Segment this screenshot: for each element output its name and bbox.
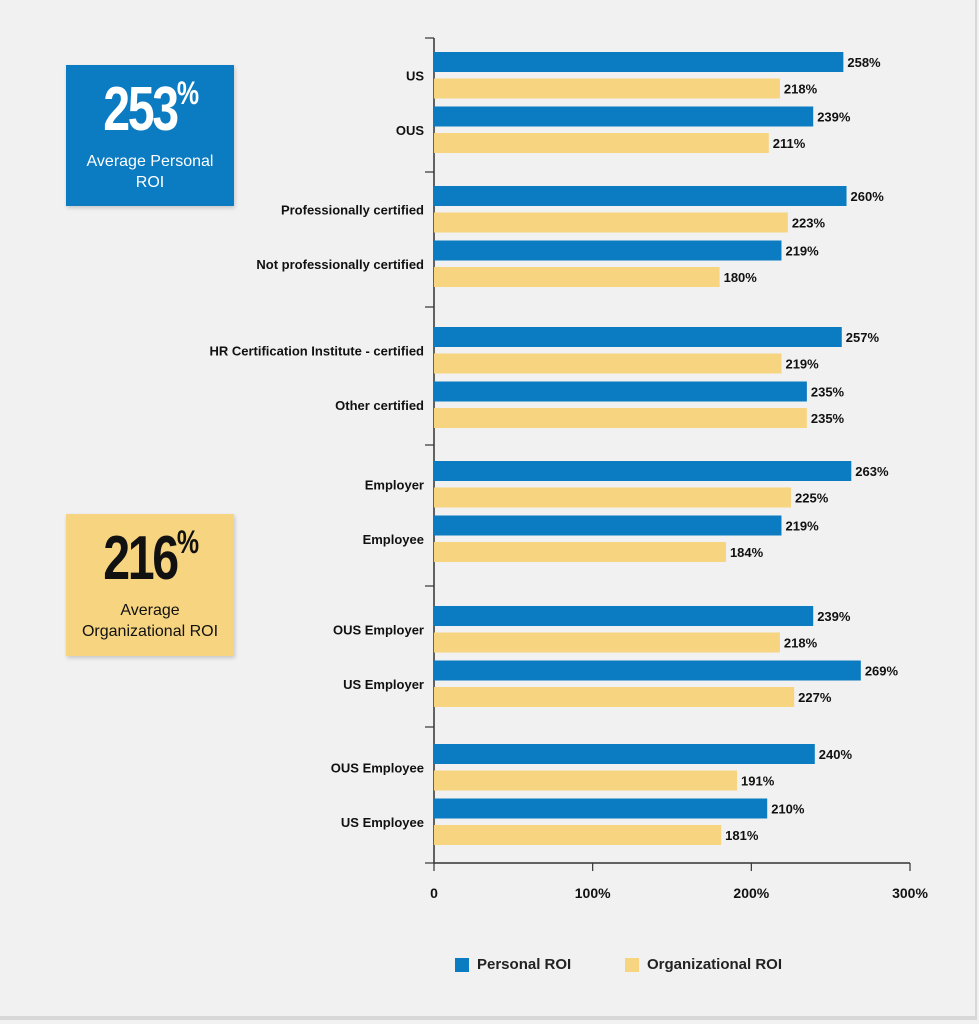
bar-personal-other-certified [434, 381, 807, 402]
data-label-organizational-employee: 184% [730, 545, 764, 560]
bar-personal-ous-employee [434, 744, 815, 764]
x-tick-label-1: 100% [575, 885, 611, 901]
average-personal-roi-caption: Average Personal ROI [86, 153, 214, 191]
bar-personal-ous-employer [434, 606, 814, 626]
data-label-organizational-us: 218% [784, 82, 818, 97]
bar-organizational-employee [434, 542, 726, 562]
bar-personal-professionally-certified [434, 186, 847, 206]
bar-organizational-professionally-certified [434, 212, 788, 233]
legend-label-organizational: Organizational ROI [647, 956, 783, 973]
data-label-organizational-us-employer: 227% [798, 690, 832, 705]
bar-organizational-us-employee [434, 825, 722, 845]
category-label-us-employer: US Employer [343, 677, 424, 692]
data-label-organizational-employer: 225% [795, 491, 829, 506]
data-label-personal-other-certified: 235% [811, 385, 845, 400]
x-tick-label-0: 0 [430, 885, 438, 901]
data-label-personal-employer: 263% [855, 464, 889, 479]
bar-organizational-hr-certification-institute-certified [434, 353, 782, 374]
bar-personal-ous [434, 106, 814, 127]
roi-bar-chart: 0 100% 200% 300% US 258% 218% OUS 239% 211% Profes… [209, 37, 928, 901]
data-label-personal-us-employer: 269% [865, 664, 899, 679]
data-label-organizational-hr-certification-institute-certified: 219% [785, 357, 819, 372]
category-label-ous-employer: OUS Employer [333, 622, 424, 637]
average-personal-roi-card: 253% Average Personal ROI [66, 65, 234, 206]
data-label-personal-employee: 219% [785, 519, 819, 534]
bar-organizational-ous-employer [434, 632, 780, 653]
category-label-employee: Employee [363, 532, 424, 547]
average-organizational-roi-value: 216% [103, 524, 199, 593]
bar-personal-hr-certification-institute-certified [434, 327, 842, 347]
category-label-other-certified: Other certified [335, 398, 424, 413]
data-label-personal-us-employee: 210% [771, 802, 805, 817]
bar-organizational-us-employer [434, 687, 795, 707]
category-label-hr-certification-institute-certified: HR Certification Institute - certified [209, 343, 424, 358]
bar-organizational-other-certified [434, 408, 807, 428]
data-label-organizational-us-employee: 181% [725, 828, 759, 843]
legend-swatch-personal [455, 958, 469, 972]
category-label-us: US [406, 68, 424, 83]
bar-organizational-us [434, 78, 780, 99]
data-label-personal-us: 258% [847, 55, 881, 70]
data-label-personal-professionally-certified: 260% [851, 189, 885, 204]
bar-personal-us [434, 52, 844, 72]
average-personal-roi-value: 253% [103, 75, 199, 144]
bar-personal-us-employee [434, 798, 768, 819]
data-label-personal-hr-certification-institute-certified: 257% [846, 330, 880, 345]
category-label-ous: OUS [396, 123, 425, 138]
data-label-organizational-ous-employer: 218% [784, 636, 818, 651]
bar-organizational-ous [434, 133, 769, 153]
data-label-personal-not-professionally-certified: 219% [785, 244, 819, 259]
bar-organizational-not-professionally-certified [434, 267, 720, 287]
category-label-employer: Employer [365, 477, 424, 492]
average-organizational-roi-card: 216% Average Organizational ROI [66, 514, 234, 656]
bar-personal-us-employer [434, 660, 861, 681]
data-label-personal-ous: 239% [817, 110, 851, 125]
x-tick-label-3: 300% [892, 885, 928, 901]
category-label-professionally-certified: Professionally certified [281, 202, 424, 217]
category-label-not-professionally-certified: Not professionally certified [256, 257, 424, 272]
data-label-personal-ous-employer: 239% [817, 609, 851, 624]
bar-organizational-ous-employee [434, 770, 738, 791]
data-label-organizational-ous: 211% [773, 136, 806, 151]
bar-personal-not-professionally-certified [434, 240, 782, 261]
data-label-organizational-not-professionally-certified: 180% [724, 270, 758, 285]
data-label-organizational-professionally-certified: 223% [792, 216, 826, 231]
legend-label-personal: Personal ROI [477, 956, 572, 973]
category-label-ous-employee: OUS Employee [331, 760, 424, 775]
bar-personal-employer [434, 461, 852, 481]
data-label-organizational-ous-employee: 191% [741, 774, 775, 789]
x-tick-label-2: 200% [733, 885, 769, 901]
category-label-us-employee: US Employee [341, 815, 424, 830]
bar-organizational-employer [434, 487, 791, 508]
bar-personal-employee [434, 515, 782, 536]
legend-swatch-organizational [625, 958, 639, 972]
average-organizational-roi-caption: Average Organizational ROI [81, 602, 219, 640]
data-label-personal-ous-employee: 240% [819, 747, 853, 762]
data-label-organizational-other-certified: 235% [811, 411, 845, 426]
